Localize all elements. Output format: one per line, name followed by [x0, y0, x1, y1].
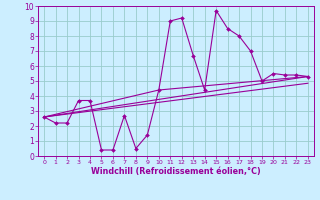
X-axis label: Windchill (Refroidissement éolien,°C): Windchill (Refroidissement éolien,°C) — [91, 167, 261, 176]
